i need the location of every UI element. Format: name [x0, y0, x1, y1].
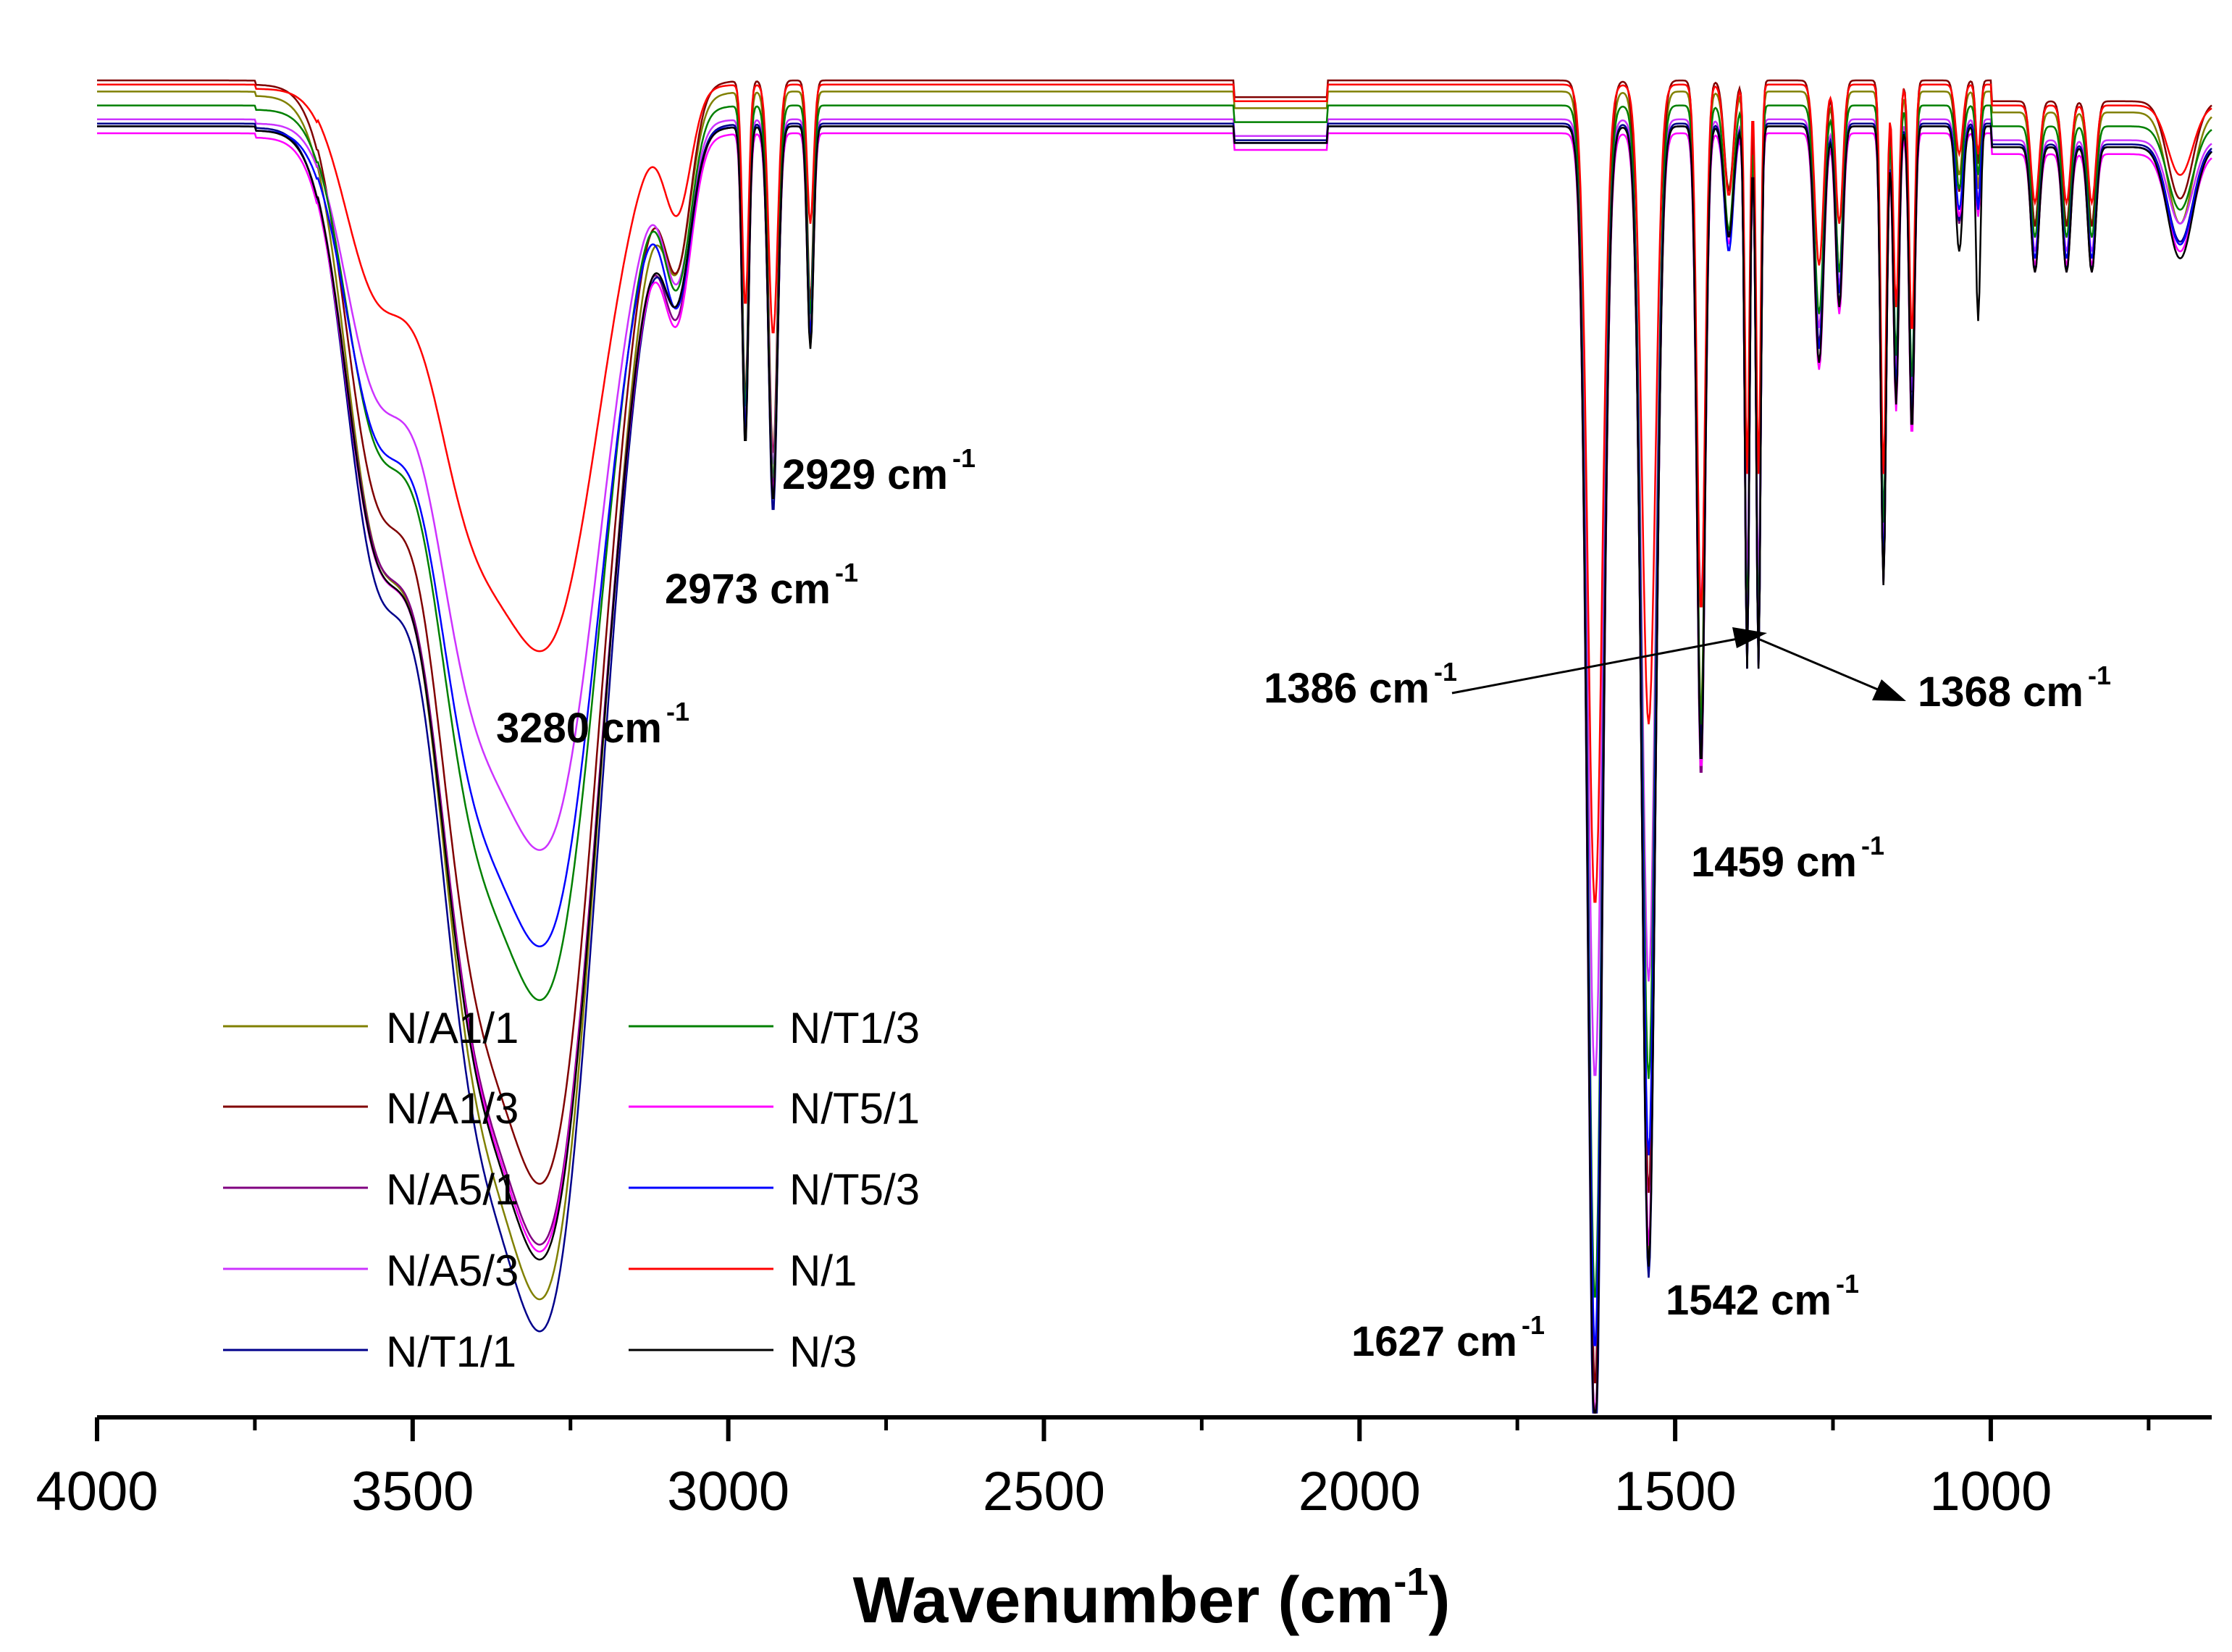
series-line-n-t1-3 — [97, 104, 2212, 1298]
legend-label: N/1 — [789, 1246, 857, 1295]
series-layer — [97, 79, 2212, 1414]
legend-label: N/T1/3 — [789, 1004, 920, 1052]
x-tick-label: 1000 — [1929, 1461, 2052, 1522]
x-tick-label: 2500 — [983, 1461, 1105, 1522]
annotation-1368: 1368 cm -1 — [1918, 661, 2111, 716]
series-line-n-a1-1 — [97, 91, 2212, 1414]
arrow-1386-head — [1732, 627, 1767, 648]
series-line-n-1 — [97, 83, 2212, 903]
annotation-2973: 2973 cm -1 — [665, 558, 858, 613]
annotation-1627: 1627 cm -1 — [1351, 1310, 1545, 1365]
x-tick-label: 3000 — [667, 1461, 789, 1522]
annotation-1386: 1386 cm -1 — [1264, 657, 1457, 712]
legend-label: N/A5/1 — [386, 1165, 519, 1214]
x-axis-title-main: Wavenumber (cm — [853, 1564, 1394, 1637]
x-axis-ticks: 4000 3500 3000 2500 2000 1500 1000 — [35, 1417, 2151, 1522]
legend-label: N/A1/1 — [386, 1004, 519, 1052]
x-tick-label: 1500 — [1614, 1461, 1737, 1522]
arrow-1368-head — [1872, 679, 1906, 701]
legend-label: N/A1/3 — [386, 1084, 519, 1133]
legend-label: N/A5/3 — [386, 1246, 519, 1295]
series-line-n-3 — [97, 125, 2212, 1414]
legend-label: N/T5/3 — [789, 1165, 920, 1214]
series-line-n-a1-3 — [97, 79, 2212, 1384]
x-axis-title: Wavenumber (cm-1) — [853, 1560, 1451, 1637]
legend: N/A1/1 N/A1/3 N/A5/1 N/A5/3 N/T1/1 N/T1/… — [223, 1004, 920, 1376]
annotation-1459: 1459 cm -1 — [1691, 831, 1884, 886]
annotation-2929: 2929 cm -1 — [782, 443, 976, 498]
peak-annotations: 3280 cm -1 2973 cm -1 2929 cm -1 1386 cm -1 … — [496, 443, 2111, 1365]
legend-label: N/T1/1 — [386, 1328, 516, 1376]
annotation-3280: 3280 cm -1 — [496, 697, 689, 752]
x-tick-label: 4000 — [35, 1461, 158, 1522]
series-line-n-t1-1 — [97, 122, 2212, 1414]
legend-label: N/3 — [789, 1328, 857, 1376]
x-tick-label: 2000 — [1298, 1461, 1421, 1522]
arrow-1386-line — [1451, 636, 1746, 695]
x-axis-title-close: ) — [1428, 1564, 1450, 1637]
arrow-1368-line — [1759, 638, 1884, 693]
legend-label: N/T5/1 — [789, 1084, 920, 1133]
annotation-1542: 1542 cm -1 — [1666, 1269, 1859, 1324]
x-tick-label: 3500 — [351, 1461, 474, 1522]
series-line-n-a5-3 — [97, 118, 2212, 1076]
x-axis-title-sup: -1 — [1393, 1560, 1428, 1603]
